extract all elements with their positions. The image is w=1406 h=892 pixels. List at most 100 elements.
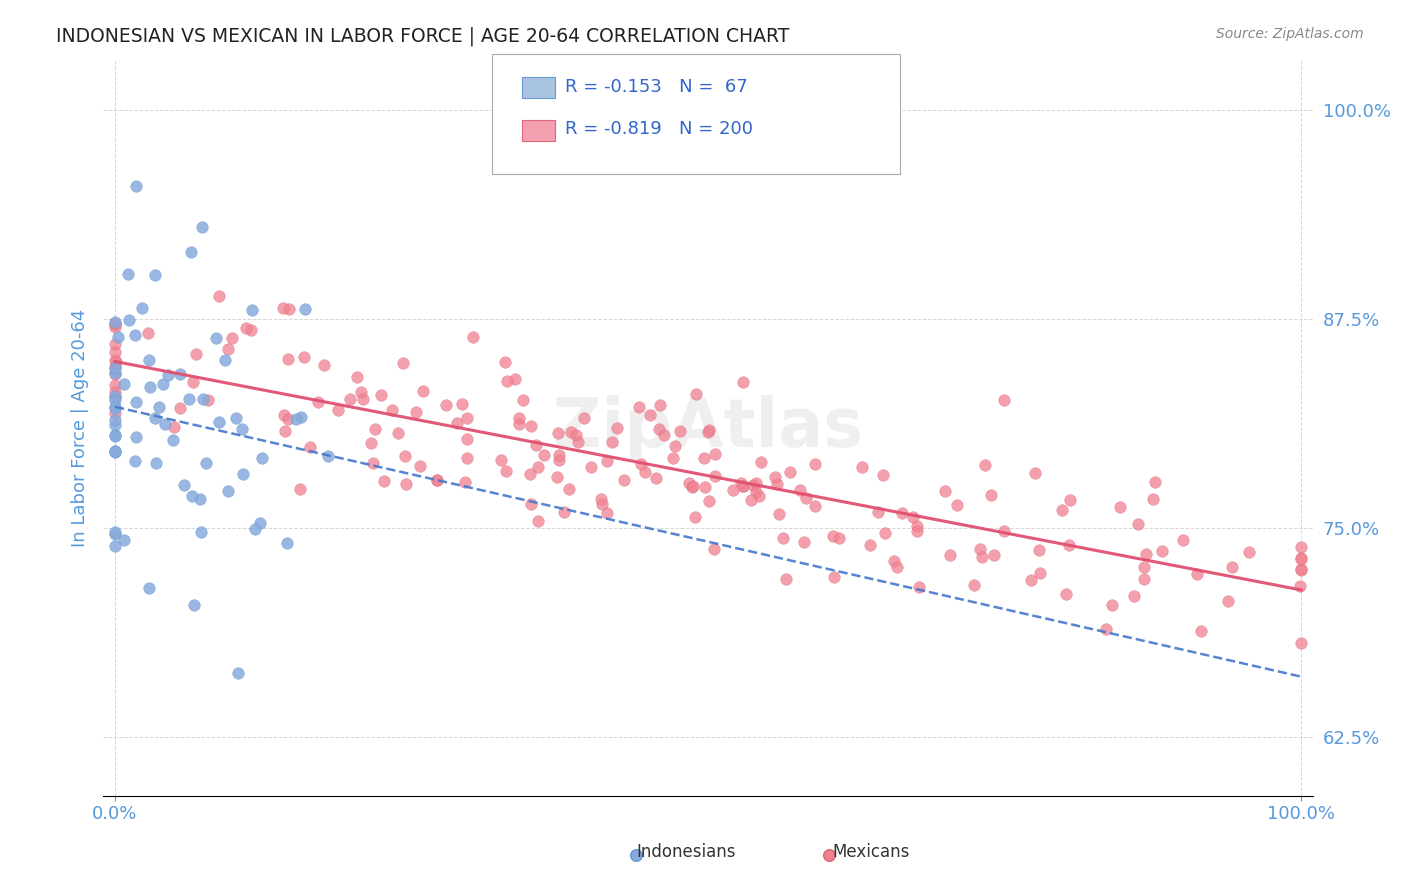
Point (104, 401, 127, 416)
Point (104, 344, 127, 359)
Point (456, 432, 478, 446)
Point (693, 480, 716, 494)
Point (138, 352, 160, 367)
Point (381, 403, 404, 417)
Point (104, 429, 127, 443)
Point (1126, 516, 1149, 531)
Point (294, 301, 316, 316)
Point (231, 422, 253, 436)
Point (214, 352, 236, 367)
Point (454, 475, 477, 490)
Point (859, 538, 882, 552)
Point (364, 422, 387, 436)
Point (1291, 562, 1313, 576)
Point (980, 488, 1002, 502)
Point (361, 457, 384, 471)
Point (339, 392, 361, 407)
Point (124, 328, 146, 343)
Point (648, 422, 671, 436)
Point (180, 490, 202, 504)
Point (104, 385, 127, 400)
Point (697, 423, 720, 437)
Point (276, 536, 298, 550)
Point (409, 459, 432, 474)
Point (804, 500, 827, 514)
Point (634, 466, 657, 480)
Point (177, 392, 200, 407)
Point (104, 412, 127, 426)
Point (974, 458, 997, 472)
Point (104, 392, 127, 407)
Point (125, 179, 148, 194)
Point (352, 392, 374, 406)
Point (682, 479, 704, 493)
Point (669, 424, 692, 438)
Point (972, 549, 994, 564)
Point (373, 475, 395, 489)
Point (117, 267, 139, 281)
Point (546, 470, 568, 484)
Point (104, 317, 127, 331)
Point (512, 392, 534, 407)
Point (730, 475, 752, 490)
Point (221, 331, 243, 345)
Point (104, 353, 127, 368)
Point (946, 498, 969, 512)
Point (1291, 636, 1313, 650)
Point (1028, 543, 1050, 558)
Point (1108, 500, 1130, 515)
Point (277, 412, 299, 426)
Point (104, 406, 127, 420)
Point (731, 376, 754, 390)
Point (1095, 622, 1118, 636)
Point (1291, 552, 1313, 566)
Point (983, 548, 1005, 562)
Point (217, 343, 239, 357)
Point (1216, 593, 1239, 607)
Point (183, 376, 205, 390)
Point (745, 485, 768, 500)
Point (519, 467, 541, 482)
Point (104, 390, 127, 404)
Point (692, 450, 714, 465)
Point (606, 421, 628, 435)
Point (104, 337, 127, 351)
Point (565, 428, 588, 442)
Point (285, 412, 308, 426)
Point (1054, 587, 1077, 601)
Point (104, 319, 127, 334)
Point (638, 408, 661, 422)
Point (526, 514, 548, 528)
Point (993, 393, 1015, 408)
Point (104, 539, 127, 553)
Point (574, 410, 596, 425)
Point (204, 331, 226, 345)
Point (494, 355, 516, 369)
Point (191, 392, 214, 406)
Point (273, 409, 295, 423)
Point (495, 374, 517, 388)
Point (456, 411, 478, 425)
Point (208, 415, 231, 429)
Point (1187, 567, 1209, 582)
Point (394, 476, 416, 491)
Point (163, 420, 186, 434)
Point (650, 398, 672, 412)
Point (153, 417, 176, 431)
Text: INDONESIAN VS MEXICAN IN LABOR FORCE | AGE 20-64 CORRELATION CHART: INDONESIAN VS MEXICAN IN LABOR FORCE | A… (56, 27, 790, 46)
Point (1173, 533, 1195, 547)
Point (1135, 547, 1157, 561)
Y-axis label: In Labor Force | Age 20-64: In Labor Force | Age 20-64 (72, 309, 89, 547)
Point (905, 519, 928, 533)
Point (751, 455, 773, 469)
Point (152, 376, 174, 391)
Point (678, 476, 700, 491)
Point (591, 497, 613, 511)
Point (162, 434, 184, 448)
Point (125, 430, 148, 444)
Point (1133, 572, 1156, 586)
Point (524, 438, 547, 452)
Point (387, 426, 409, 441)
Point (503, 372, 526, 386)
Point (905, 524, 928, 538)
